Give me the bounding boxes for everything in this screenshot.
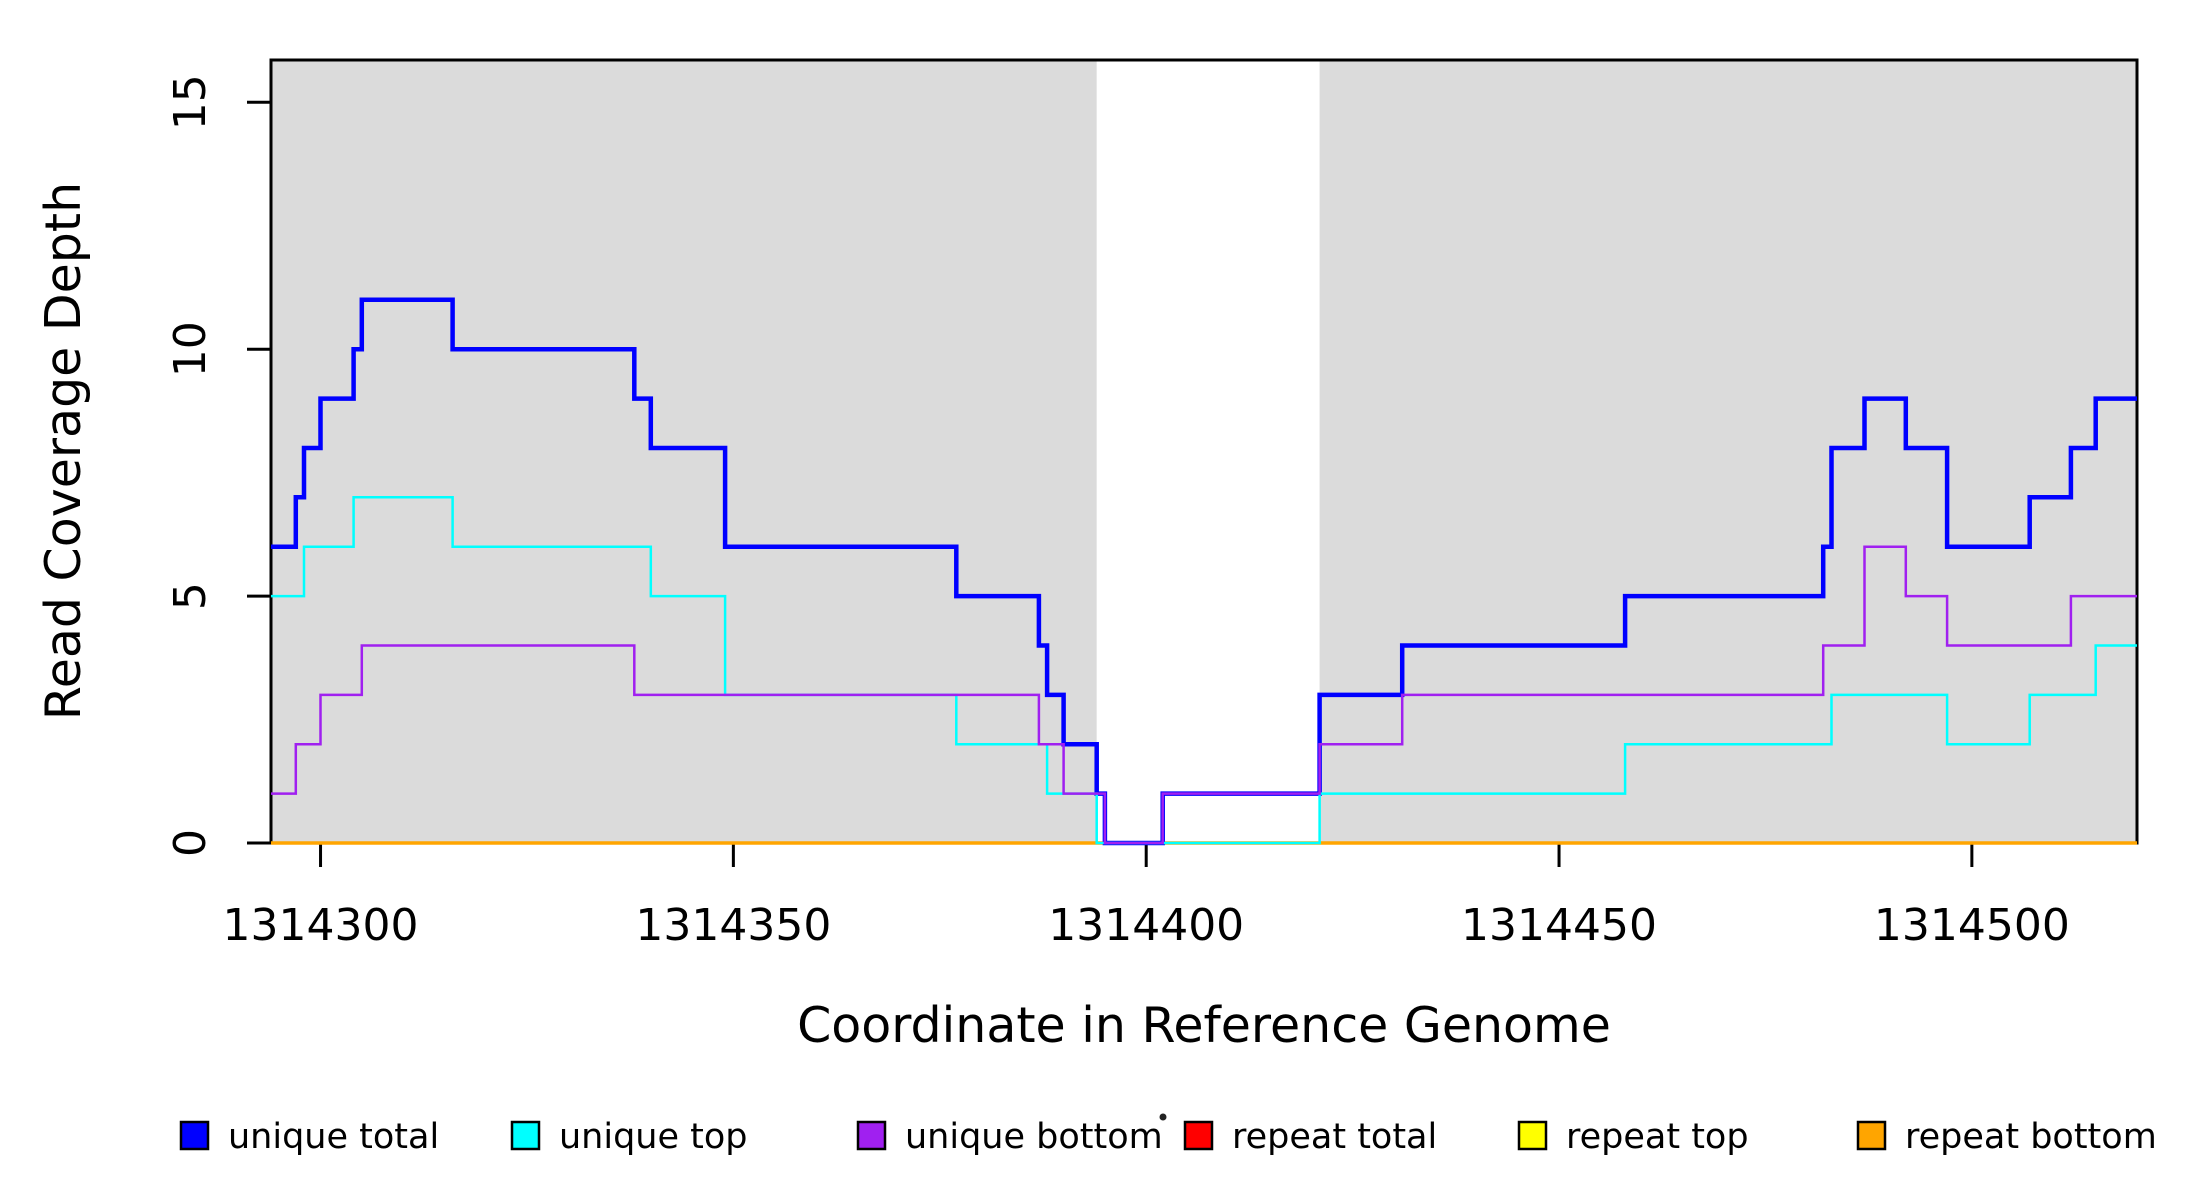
legend-swatch-repeat-bottom [1856, 1120, 1887, 1151]
legend-item-unique-bottom: unique bottom [856, 1117, 1163, 1157]
legend-item-unique-total: unique total [179, 1117, 439, 1157]
legend-swatch-unique-top [510, 1120, 541, 1151]
legend-label: repeat top [1566, 1117, 1749, 1157]
x-tick-label: 1314350 [635, 900, 831, 951]
x-tick-label: 1314450 [1461, 900, 1657, 951]
legend-label: unique total [228, 1117, 439, 1157]
legend-swatch-unique-bottom [856, 1120, 887, 1151]
x-tick-label: 1314500 [1874, 900, 2070, 951]
legend-label: repeat total [1232, 1117, 1437, 1157]
legend-swatch-repeat-top [1517, 1120, 1548, 1151]
y-tick-label: 5 [165, 582, 216, 610]
shaded-genome-region [1319, 60, 2137, 843]
legend: unique total unique top unique bottom repea… [179, 1117, 2157, 1157]
shaded-genome-region [271, 60, 1097, 843]
x-axis-title: Coordinate in Reference Genome [797, 997, 1611, 1054]
legend-label: repeat bottom [1905, 1117, 2157, 1157]
legend-item-repeat-bottom: repeat bottom [1856, 1117, 2157, 1157]
legend-item-repeat-top: repeat top [1517, 1117, 1749, 1157]
legend-label: unique bottom [905, 1117, 1163, 1157]
legend-item-repeat-total: repeat total [1183, 1117, 1437, 1157]
x-tick-label: 1314400 [1048, 900, 1244, 951]
y-tick-label: 10 [165, 321, 216, 377]
shaded-region-layer [271, 60, 2137, 843]
stray-dot-mark [1159, 1113, 1167, 1121]
y-tick-label: 0 [165, 829, 216, 857]
coverage-series-layer [271, 297, 2137, 846]
legend-label: unique top [559, 1117, 748, 1157]
y-axis-title: Read Coverage Depth [35, 182, 92, 720]
legend-swatch-unique-total [179, 1120, 210, 1151]
x-tick-label: 1314300 [223, 900, 419, 951]
legend-swatch-repeat-total [1183, 1120, 1214, 1151]
x-axis: 1314300 1314350 1314400 1314450 1314500 [223, 844, 2070, 951]
y-tick-label: 15 [165, 74, 216, 130]
series-line-unique-bottom [271, 545, 2137, 845]
series-line-unique-total [271, 297, 2137, 846]
y-axis: 0 5 10 15 [165, 74, 270, 857]
legend-item-unique-top: unique top [510, 1117, 748, 1157]
